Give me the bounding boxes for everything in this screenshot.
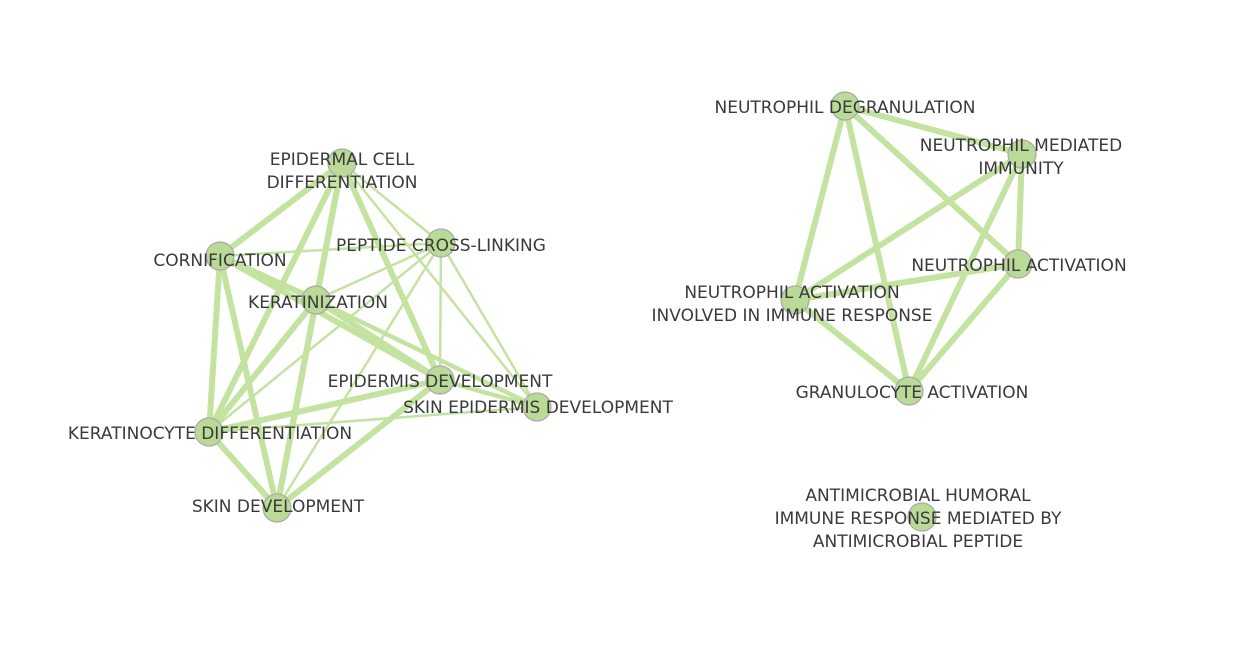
edge-keratinocyte-differentiation--skin-development	[206, 429, 280, 511]
node-label-line: NEUTROPHIL ACTIVATION	[911, 256, 1126, 276]
edge-epidermal-cell-differentiation--keratinocyte-differentiation	[206, 160, 345, 435]
node-skin-epidermis-development[interactable]	[522, 392, 552, 422]
node-label-epidermal-cell-differentiation: EPIDERMAL CELL DIFFERENTIATION	[267, 150, 418, 193]
edge-neutrophil-activation-immune-response--granulocyte-activation	[792, 297, 912, 394]
node-label-line: IMMUNITY	[978, 159, 1064, 179]
node-label-line: NEUTROPHIL MEDIATED	[920, 136, 1122, 156]
edge-epidermis-development--keratinocyte-differentiation	[206, 377, 443, 435]
edge-neutrophil-degranulation--neutrophil-activation-immune-response	[792, 103, 848, 303]
labels-layer: EPIDERMAL CELL DIFFERENTIATION CORNIFICATI…	[68, 98, 1127, 552]
edge-neutrophil-degranulation--neutrophil-mediated-immunity	[842, 103, 1025, 157]
edge-cornification--keratinocyte-differentiation	[206, 253, 223, 435]
edge-epidermis-development--skin-development	[274, 377, 443, 511]
node-label-line: NEUTROPHIL DEGRANULATION	[715, 98, 976, 118]
node-label-neutrophil-activation-immune-response: NEUTROPHIL ACTIVATION INVOLVED IN IMMUNE …	[652, 283, 933, 326]
node-label-skin-epidermis-development: SKIN EPIDERMIS DEVELOPMENT	[403, 398, 673, 418]
node-label-epidermis-development: EPIDERMIS DEVELOPMENT	[328, 372, 553, 392]
edge-keratinization--keratinocyte-differentiation	[206, 297, 319, 435]
edge-keratinization--epidermis-development	[313, 297, 443, 383]
node-keratinization[interactable]	[301, 285, 331, 315]
node-label-neutrophil-degranulation: NEUTROPHIL DEGRANULATION	[715, 98, 976, 118]
node-label-line: EPIDERMIS DEVELOPMENT	[328, 372, 553, 392]
node-label-cornification: CORNIFICATION	[153, 251, 286, 271]
node-skin-development[interactable]	[262, 493, 292, 523]
node-label-antimicrobial-humoral-immune-response: ANTIMICROBIAL HUMORAL IMMUNE RESPONSE MED…	[775, 486, 1062, 552]
node-label-peptide-cross-linking: PEPTIDE CROSS-LINKING	[336, 236, 546, 256]
node-label-keratinocyte-differentiation: KERATINOCYTE DIFFERENTIATION	[68, 424, 352, 444]
node-label-keratinization: KERATINIZATION	[248, 293, 388, 313]
node-label-line: EPIDERMAL CELL	[270, 150, 415, 170]
edge-neutrophil-activation--granulocyte-activation	[906, 261, 1021, 394]
node-neutrophil-activation-immune-response[interactable]	[780, 285, 810, 315]
node-label-line: CORNIFICATION	[153, 251, 286, 271]
node-neutrophil-degranulation[interactable]	[830, 91, 860, 121]
edge-cornification--peptide-cross-linking	[218, 241, 443, 258]
node-label-line: SKIN EPIDERMIS DEVELOPMENT	[403, 398, 673, 418]
edge-keratinocyte-differentiation--skin-epidermis-development	[207, 405, 539, 434]
node-label-line: KERATINOCYTE DIFFERENTIATION	[68, 424, 352, 444]
edge-neutrophil-activation--neutrophil-activation-immune-response	[792, 261, 1021, 303]
node-label-line: NEUTROPHIL ACTIVATION	[684, 283, 899, 303]
edge-keratinization--peptide-cross-linking	[314, 241, 443, 302]
node-peptide-cross-linking[interactable]	[426, 228, 456, 258]
edge-peptide-cross-linking--skin-development	[275, 241, 443, 510]
edges-layer	[206, 103, 1025, 511]
node-antimicrobial-humoral-immune-response[interactable]	[907, 502, 937, 532]
edge-epidermal-cell-differentiation--epidermis-development	[339, 160, 443, 383]
nodes-layer	[194, 91, 1037, 532]
edge-peptide-cross-linking--skin-epidermis-development	[439, 241, 539, 409]
node-label-line: PEPTIDE CROSS-LINKING	[336, 236, 546, 256]
node-label-line: KERATINIZATION	[248, 293, 388, 313]
node-label-neutrophil-mediated-immunity: NEUTROPHIL MEDIATED IMMUNITY	[920, 136, 1122, 179]
node-keratinocyte-differentiation[interactable]	[194, 417, 224, 447]
edge-neutrophil-mediated-immunity--neutrophil-activation-immune-response	[792, 151, 1025, 303]
node-neutrophil-mediated-immunity[interactable]	[1007, 139, 1037, 169]
edge-keratinization--skin-epidermis-development	[313, 297, 540, 410]
edge-epidermal-cell-differentiation--cornification	[217, 160, 345, 259]
node-label-skin-development: SKIN DEVELOPMENT	[192, 497, 365, 517]
node-label-line: SKIN DEVELOPMENT	[192, 497, 365, 517]
edge-peptide-cross-linking--keratinocyte-differentiation	[207, 241, 443, 434]
edge-neutrophil-mediated-immunity--neutrophil-activation	[1015, 151, 1025, 267]
node-neutrophil-activation[interactable]	[1003, 249, 1033, 279]
edge-epidermis-development--skin-epidermis-development	[437, 377, 540, 410]
node-epidermis-development[interactable]	[425, 365, 455, 395]
edge-epidermal-cell-differentiation--peptide-cross-linking	[340, 161, 443, 245]
node-label-line: IMMUNE RESPONSE MEDIATED BY	[775, 509, 1062, 529]
edge-keratinization--skin-development	[274, 297, 319, 511]
node-granulocyte-activation[interactable]	[894, 376, 924, 406]
node-label-granulocyte-activation: GRANULOCYTE ACTIVATION	[796, 383, 1029, 403]
node-label-line: INVOLVED IN IMMUNE RESPONSE	[652, 306, 933, 326]
node-label-neutrophil-activation: NEUTROPHIL ACTIVATION	[911, 256, 1126, 276]
node-cornification[interactable]	[205, 241, 235, 271]
edge-peptide-cross-linking--epidermis-development	[438, 241, 443, 382]
edge-neutrophil-degranulation--neutrophil-activation	[842, 103, 1021, 267]
node-label-line: ANTIMICROBIAL PEPTIDE	[813, 532, 1023, 552]
node-label-line: ANTIMICROBIAL HUMORAL	[805, 486, 1031, 506]
node-label-line: DIFFERENTIATION	[267, 173, 418, 193]
node-label-line: GRANULOCYTE ACTIVATION	[796, 383, 1029, 403]
node-epidermal-cell-differentiation[interactable]	[327, 148, 357, 178]
